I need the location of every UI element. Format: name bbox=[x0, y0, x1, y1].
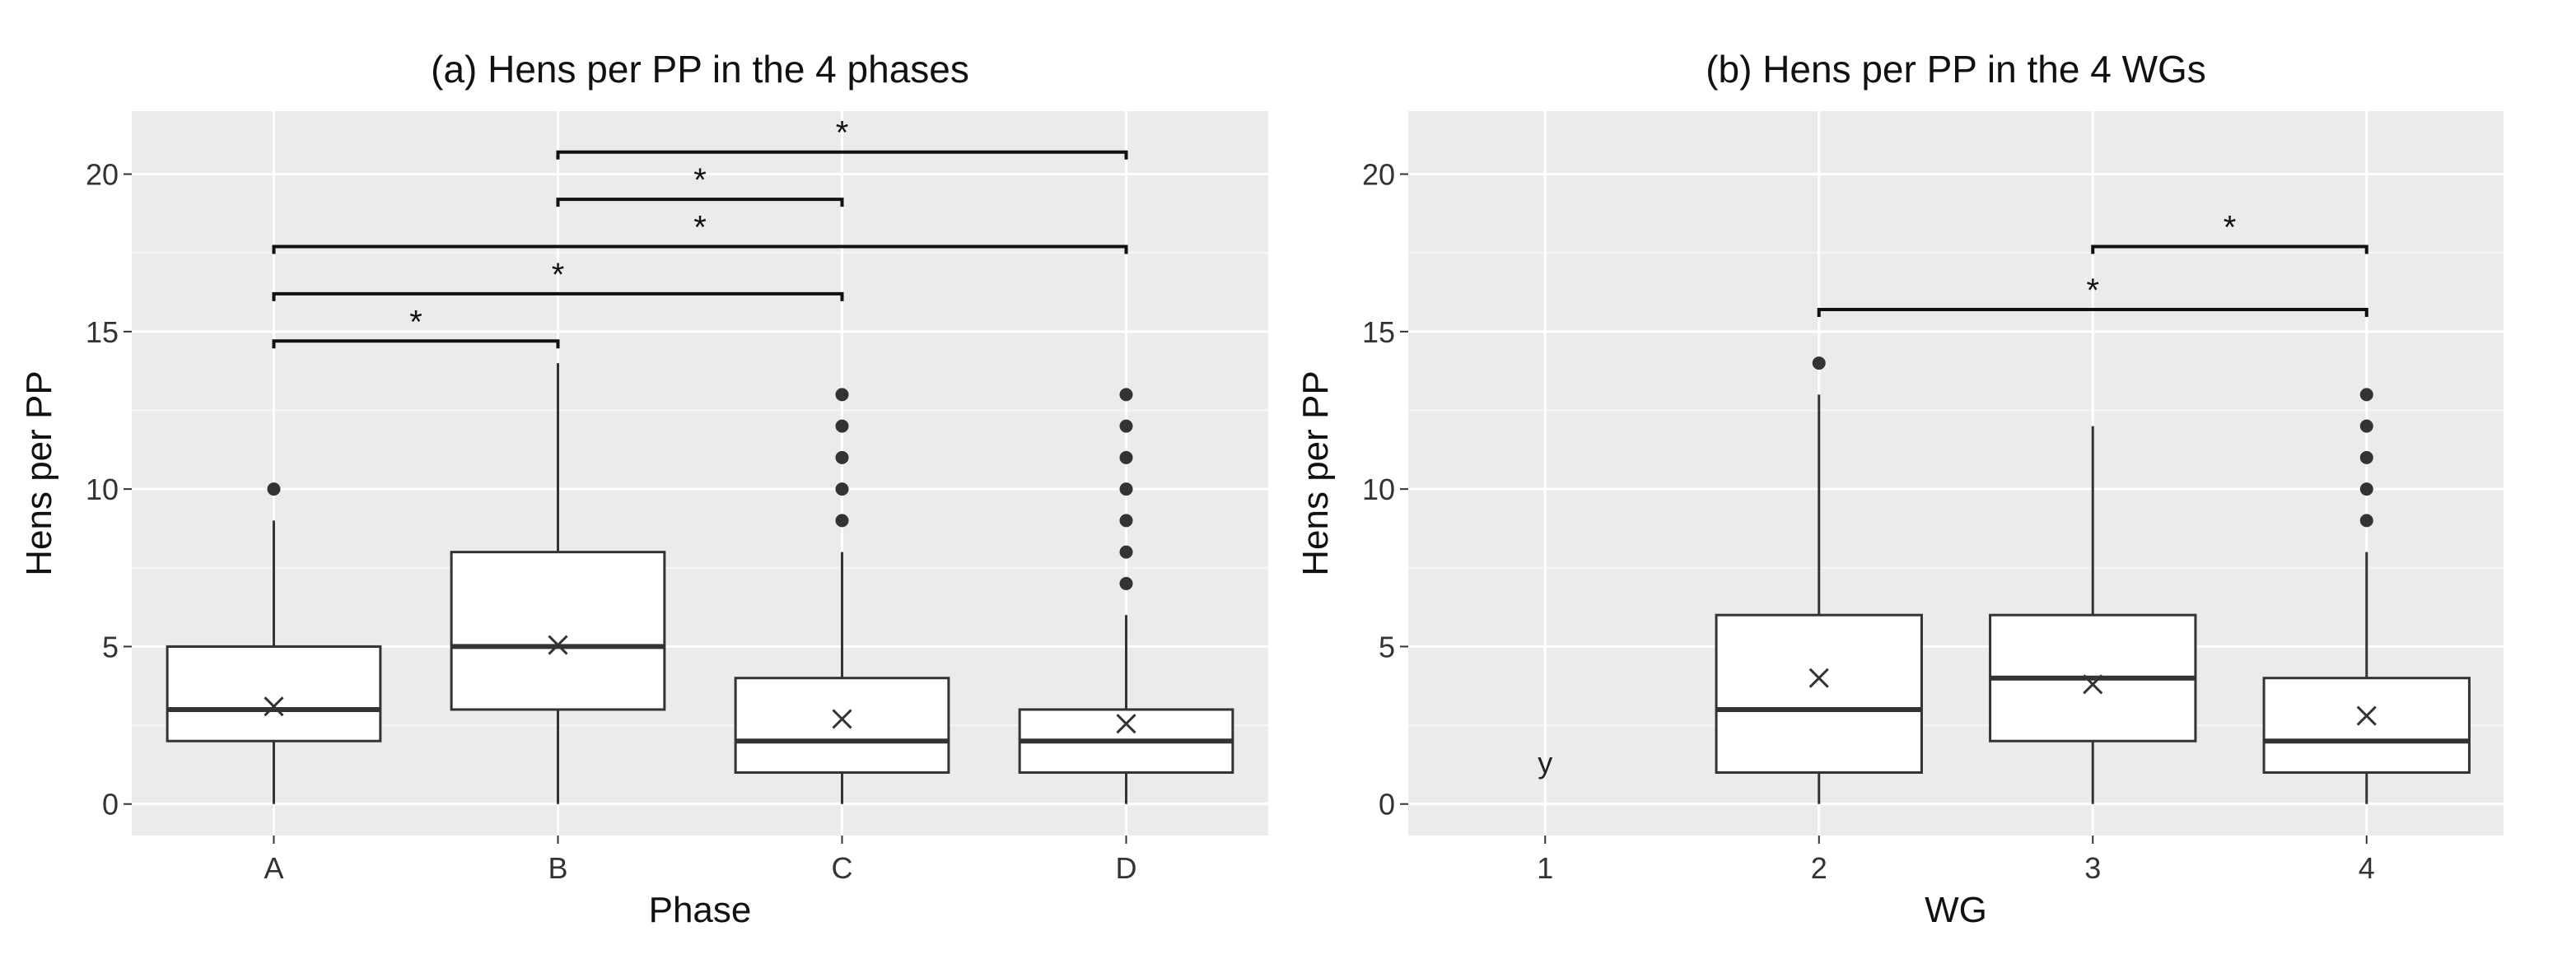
box-A bbox=[166, 482, 382, 804]
bracket-line bbox=[1817, 308, 2368, 318]
bracket-line bbox=[556, 150, 1128, 160]
panel-b: 0 5 10 15 20 1 2 3 4 * * y (b) Hens per PP in the 4 … bbox=[1295, 48, 2504, 930]
y-axis-title: Hens per PP bbox=[19, 370, 59, 575]
outlier-point bbox=[1119, 482, 1133, 496]
box-B bbox=[450, 363, 666, 804]
y-tick-label: 5 bbox=[1379, 630, 1395, 663]
box-iqr bbox=[2262, 677, 2471, 774]
bracket-line bbox=[2091, 244, 2368, 254]
significance-bracket: * bbox=[272, 210, 1128, 254]
annotation-label: y bbox=[1538, 746, 1552, 780]
significance-star: * bbox=[552, 257, 565, 293]
outlier-point bbox=[2359, 482, 2373, 496]
mean-marker bbox=[1116, 714, 1136, 734]
y-tick-label: 10 bbox=[86, 473, 119, 506]
box-2 bbox=[1715, 356, 1923, 804]
x-tick-label: B bbox=[548, 851, 567, 885]
y-tick-label: 15 bbox=[1362, 315, 1395, 349]
x-tick-label: 1 bbox=[1537, 851, 1553, 885]
outlier-point bbox=[1119, 419, 1133, 433]
box-C bbox=[734, 388, 950, 804]
significance-bracket: * bbox=[1817, 272, 2368, 318]
mean-marker bbox=[2083, 674, 2103, 695]
significance-bracket: * bbox=[556, 162, 844, 207]
outlier-point bbox=[835, 388, 849, 402]
significance-star: * bbox=[2224, 210, 2237, 246]
outlier-point bbox=[1812, 356, 1826, 370]
y-tick-label: 0 bbox=[102, 788, 119, 822]
box-iqr bbox=[166, 645, 382, 743]
mean-marker bbox=[1808, 668, 1829, 688]
outlier-point bbox=[2359, 514, 2373, 528]
y-tick-label: 5 bbox=[102, 630, 119, 663]
bracket-line bbox=[272, 339, 560, 349]
x-tick-label: 4 bbox=[2359, 851, 2375, 885]
y-tick-label: 20 bbox=[1362, 158, 1395, 192]
outlier-point bbox=[1119, 450, 1133, 464]
bracket-line bbox=[556, 198, 844, 207]
mean-marker bbox=[264, 696, 284, 717]
outlier-point bbox=[835, 514, 849, 528]
outlier-point bbox=[835, 450, 849, 464]
mean-marker bbox=[832, 709, 852, 729]
box-iqr bbox=[734, 677, 950, 774]
outlier-point bbox=[267, 482, 281, 496]
outlier-point bbox=[2359, 450, 2373, 464]
x-axis-title: Phase bbox=[649, 890, 752, 930]
x-axis-title: WG bbox=[1925, 890, 1987, 930]
box-3 bbox=[1989, 426, 2197, 804]
x-tick-label: 2 bbox=[1811, 851, 1827, 885]
significance-star: * bbox=[693, 210, 707, 246]
significance-bracket: * bbox=[2091, 210, 2368, 254]
mean-marker bbox=[2356, 705, 2377, 726]
chart-title: (b) Hens per PP in the 4 WGs bbox=[1706, 48, 2206, 91]
box-iqr bbox=[450, 551, 666, 711]
y-axis-title: Hens per PP bbox=[1295, 370, 1336, 575]
outlier-point bbox=[835, 482, 849, 496]
mean-marker bbox=[548, 635, 568, 655]
outlier-point bbox=[835, 419, 849, 433]
box-4 bbox=[2262, 388, 2471, 804]
significance-bracket: * bbox=[556, 115, 1128, 160]
panel-a: 0 5 10 15 20 A B C D * * * * * (a) Hens per PP in the … bbox=[19, 48, 1268, 930]
y-tick-label: 0 bbox=[1379, 788, 1395, 822]
box-D bbox=[1018, 388, 1234, 804]
outlier-point bbox=[1119, 576, 1133, 590]
chart-title: (a) Hens per PP in the 4 phases bbox=[431, 48, 969, 91]
y-tick-label: 20 bbox=[86, 158, 119, 192]
outlier-point bbox=[1119, 545, 1133, 559]
significance-bracket: * bbox=[272, 257, 844, 301]
x-tick-label: 3 bbox=[2084, 851, 2101, 885]
box-iqr bbox=[1715, 613, 1923, 774]
significance-star: * bbox=[693, 162, 707, 198]
y-tick-label: 10 bbox=[1362, 473, 1395, 506]
outlier-point bbox=[1119, 388, 1133, 402]
bracket-line bbox=[272, 244, 1128, 254]
x-tick-label: D bbox=[1116, 851, 1137, 885]
outlier-point bbox=[2359, 419, 2373, 433]
outlier-point bbox=[1119, 514, 1133, 528]
x-tick-label: C bbox=[832, 851, 853, 885]
bracket-line bbox=[272, 291, 844, 301]
x-tick-label: A bbox=[264, 851, 283, 885]
significance-bracket: * bbox=[272, 304, 560, 349]
y-tick-label: 15 bbox=[86, 315, 119, 349]
significance-star: * bbox=[836, 115, 849, 151]
significance-star: * bbox=[2086, 272, 2099, 309]
significance-star: * bbox=[409, 304, 422, 340]
outlier-point bbox=[2359, 388, 2373, 402]
